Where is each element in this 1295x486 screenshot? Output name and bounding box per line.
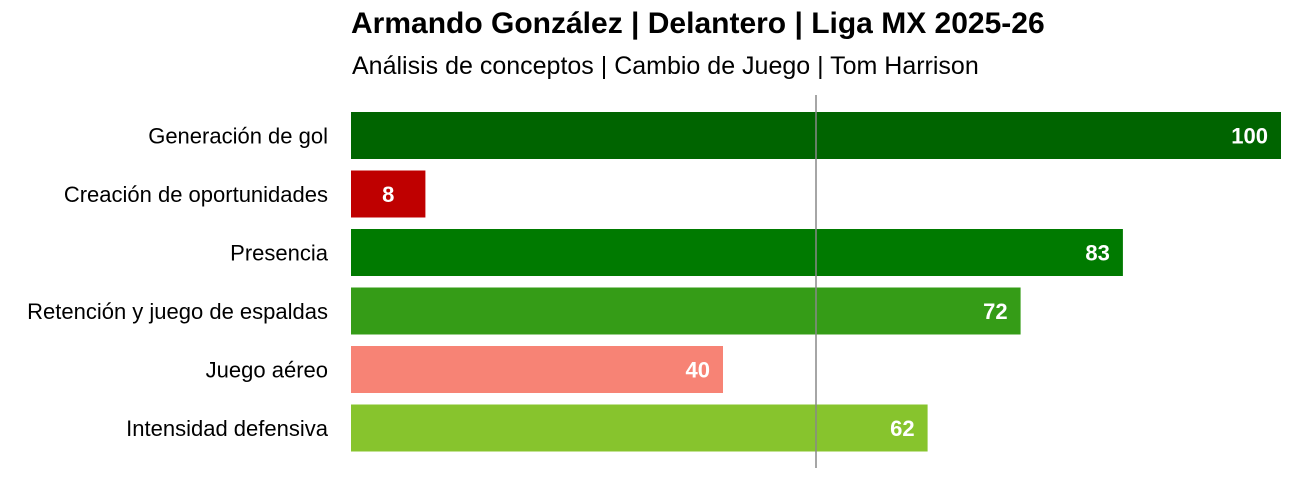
category-label: Creación de oportunidades	[64, 182, 328, 207]
category-label: Retención y juego de espaldas	[27, 299, 328, 324]
category-label: Juego aéreo	[206, 358, 328, 383]
bar	[351, 229, 1123, 276]
bar	[351, 170, 426, 218]
value-label: 40	[686, 358, 710, 383]
bar	[351, 346, 723, 393]
chart-title: Armando González | Delantero | Liga MX 2…	[351, 7, 1045, 40]
value-label: 8	[382, 182, 394, 207]
bar	[351, 404, 928, 452]
value-label: 83	[1085, 241, 1109, 266]
value-label: 62	[890, 416, 914, 441]
category-label: Intensidad defensiva	[126, 416, 329, 441]
bars-group: Generación de gol 100 Creación de oportuni…	[27, 112, 1281, 452]
category-label: Generación de gol	[148, 124, 328, 149]
value-label: 72	[983, 299, 1007, 324]
category-label: Presencia	[230, 241, 329, 266]
bar	[351, 287, 1021, 335]
value-label: 100	[1231, 124, 1268, 149]
chart-subtitle: Análisis de conceptos | Cambio de Juego …	[352, 52, 979, 80]
